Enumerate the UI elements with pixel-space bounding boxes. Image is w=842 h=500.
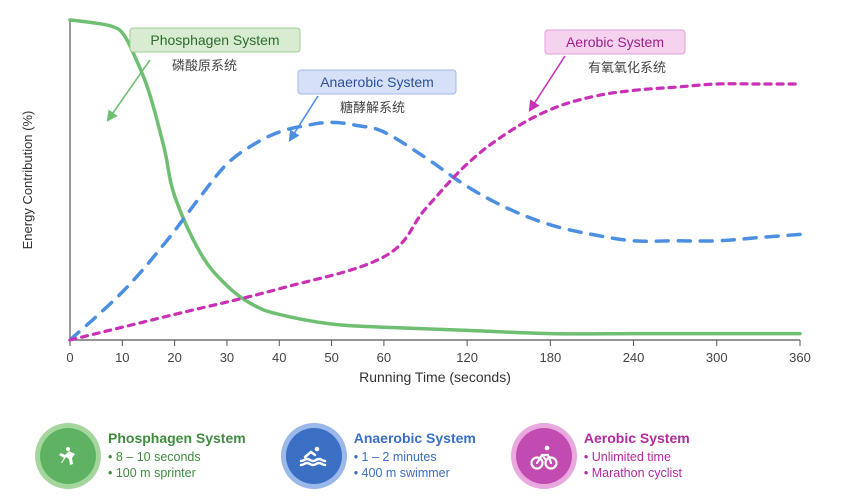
legend-bullet: • 8 – 10 seconds [108, 449, 246, 466]
svg-text:180: 180 [539, 350, 561, 365]
svg-text:30: 30 [220, 350, 234, 365]
legend-title: Anaerobic System [354, 430, 476, 447]
energy-systems-chart: 0 10 20 30 40 50 60 120 180 240 300 360 Running Time… [0, 0, 842, 500]
svg-text:50: 50 [324, 350, 338, 365]
legend-bullet: • Unlimited time [584, 449, 690, 466]
svg-text:300: 300 [706, 350, 728, 365]
legend-title: Aerobic System [584, 430, 690, 447]
x-axis-title: Running Time (seconds) [359, 369, 511, 385]
swimmer-icon [286, 428, 342, 484]
y-axis-title: Energy Contribution (%) [20, 111, 35, 250]
svg-text:60: 60 [377, 350, 391, 365]
legend-bullet: • 100 m sprinter [108, 465, 246, 482]
legend-text-phosphagen: Phosphagen System • 8 – 10 seconds• 100 m… [108, 430, 246, 483]
sprinter-icon [40, 428, 96, 484]
callout-subtitle-phosphagen_label: 磷酸原系统 [172, 58, 237, 73]
legend-item-aerobic: Aerobic System • Unlimited time• Marathon… [516, 428, 690, 484]
chart-container: 0 10 20 30 40 50 60 120 180 240 300 360 Running Time… [0, 0, 842, 500]
callout-title-phosphagen_label: Phosphagen System [150, 32, 279, 48]
svg-text:10: 10 [115, 350, 129, 365]
legend-title: Phosphagen System [108, 430, 246, 447]
legend-item-phosphagen: Phosphagen System • 8 – 10 seconds• 100 m… [40, 428, 246, 484]
callout-subtitle-anaerobic_label: 糖酵解系统 [340, 100, 405, 115]
svg-text:20: 20 [167, 350, 181, 365]
callout-title-anaerobic_label: Anaerobic System [320, 74, 434, 90]
legend-item-anaerobic: Anaerobic System • 1 – 2 minutes• 400 m s… [286, 428, 476, 484]
legend-text-anaerobic: Anaerobic System • 1 – 2 minutes• 400 m s… [354, 430, 476, 483]
svg-text:0: 0 [66, 350, 73, 365]
svg-text:360: 360 [789, 350, 811, 365]
callout-subtitle-aerobic_label: 有氧氧化系统 [588, 60, 666, 75]
callout-title-aerobic_label: Aerobic System [566, 34, 664, 50]
legend-bullet: • Marathon cyclist [584, 465, 690, 482]
legend-text-aerobic: Aerobic System • Unlimited time• Marathon… [584, 430, 690, 483]
svg-text:240: 240 [623, 350, 645, 365]
cyclist-icon [516, 428, 572, 484]
svg-text:40: 40 [272, 350, 286, 365]
legend-bullet: • 1 – 2 minutes [354, 449, 476, 466]
svg-text:120: 120 [456, 350, 478, 365]
legend-row: Phosphagen System • 8 – 10 seconds• 100 m… [40, 428, 822, 484]
legend-bullet: • 400 m swimmer [354, 465, 476, 482]
